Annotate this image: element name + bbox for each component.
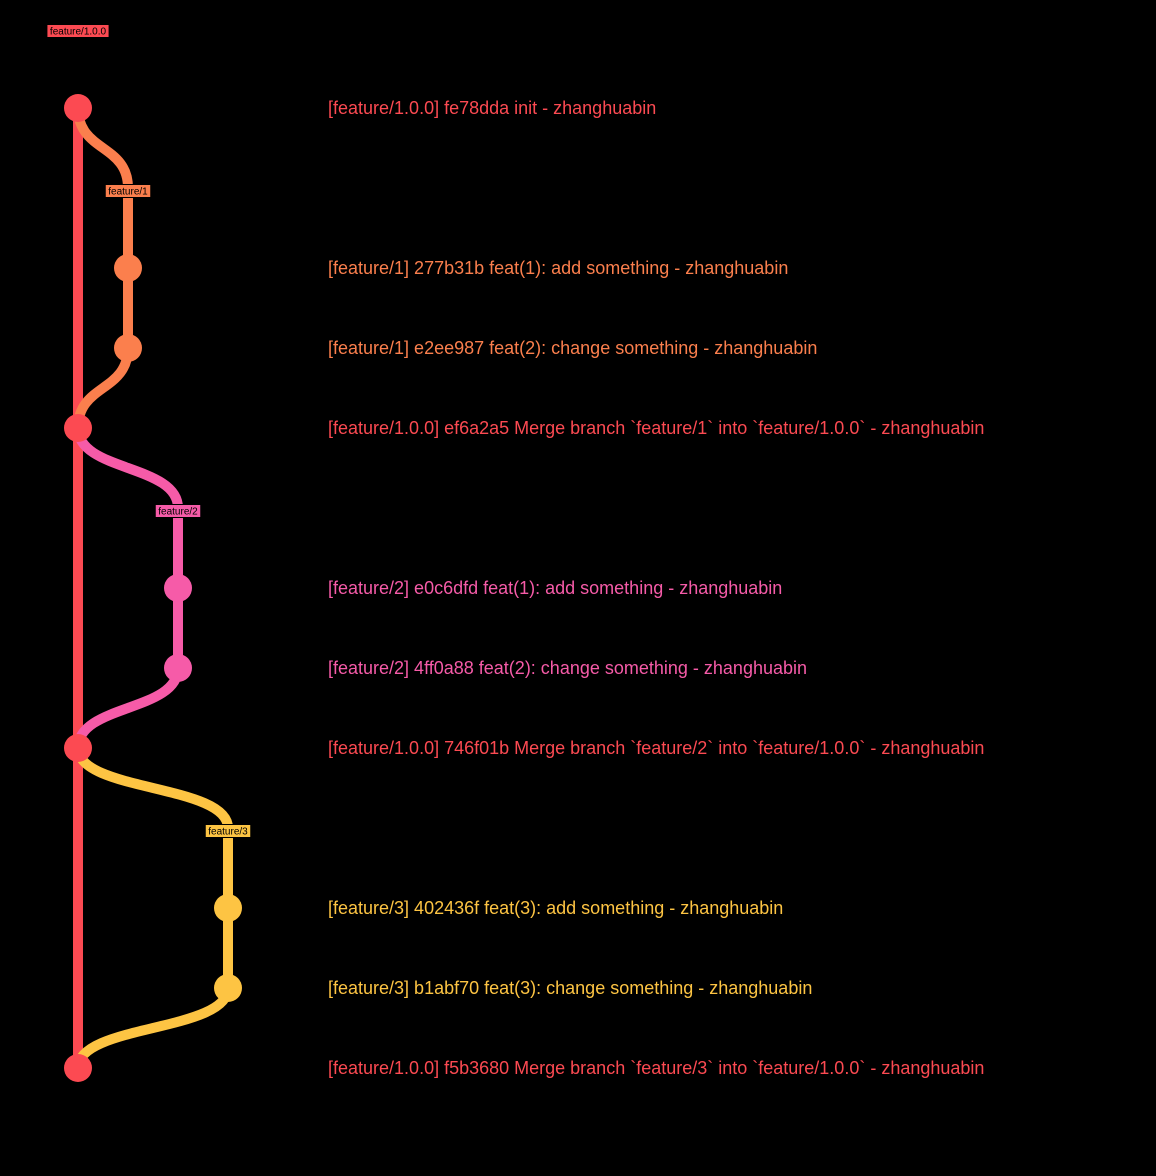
commit-message: [feature/2] e0c6dfd feat(1): add somethi… (328, 578, 782, 598)
commit-message: [feature/1.0.0] 746f01b Merge branch `fe… (328, 738, 984, 758)
branch-tag-label: feature/3 (208, 827, 248, 838)
commit-dot[interactable] (114, 334, 142, 362)
commit-messages: [feature/1.0.0] fe78dda init - zhanghuab… (328, 98, 984, 1078)
branch-tag-background (154, 504, 202, 518)
commit-dot[interactable] (214, 974, 242, 1002)
commit-message: [feature/1.0.0] ef6a2a5 Merge branch `fe… (328, 418, 984, 438)
commit-dot[interactable] (164, 574, 192, 602)
branch-tag-background (204, 824, 252, 838)
branch-tag-background (46, 24, 110, 38)
commit-dot[interactable] (64, 1054, 92, 1082)
branch-tags: feature/1.0.0 feature/1 feature/2 feature/3 (46, 24, 252, 838)
branch-tag-background (104, 184, 152, 198)
commit-dot[interactable] (64, 414, 92, 442)
branch-tag-label: feature/1 (108, 187, 148, 198)
commit-message: [feature/1] e2ee987 feat(2): change some… (328, 338, 817, 358)
commit-message: [feature/1.0.0] f5b3680 Merge branch `fe… (328, 1058, 984, 1078)
commit-message: [feature/3] 402436f feat(3): add somethi… (328, 898, 783, 918)
branch-merge-f1 (73, 343, 133, 433)
commit-message: [feature/1.0.0] fe78dda init - zhanghuab… (328, 98, 656, 118)
branch-tag-f2: feature/2 (154, 504, 202, 518)
branch-tag-f3: feature/3 (204, 824, 252, 838)
commit-message: [feature/2] 4ff0a88 feat(2): change some… (328, 658, 807, 678)
branch-merge-f2 (73, 663, 183, 753)
branch-merge-f3 (73, 983, 233, 1073)
commit-dot[interactable] (64, 734, 92, 762)
branch-fork-f2 (73, 423, 183, 513)
branch-tag-label: feature/2 (158, 507, 198, 518)
commit-dot[interactable] (64, 94, 92, 122)
branch-tag-label: feature/1.0.0 (50, 27, 107, 38)
commit-dot[interactable] (114, 254, 142, 282)
commit-message: [feature/1] 277b31b feat(1): add somethi… (328, 258, 788, 278)
commit-dot[interactable] (164, 654, 192, 682)
branch-tag-main: feature/1.0.0 (46, 24, 110, 38)
branch-fork-f3 (73, 743, 233, 833)
branch-fork-f1 (73, 103, 133, 193)
commit-dots (64, 94, 242, 1082)
branch-lines (73, 103, 233, 1073)
commit-dot[interactable] (214, 894, 242, 922)
branch-tag-f1: feature/1 (104, 184, 152, 198)
commit-message: [feature/3] b1abf70 feat(3): change some… (328, 978, 812, 998)
